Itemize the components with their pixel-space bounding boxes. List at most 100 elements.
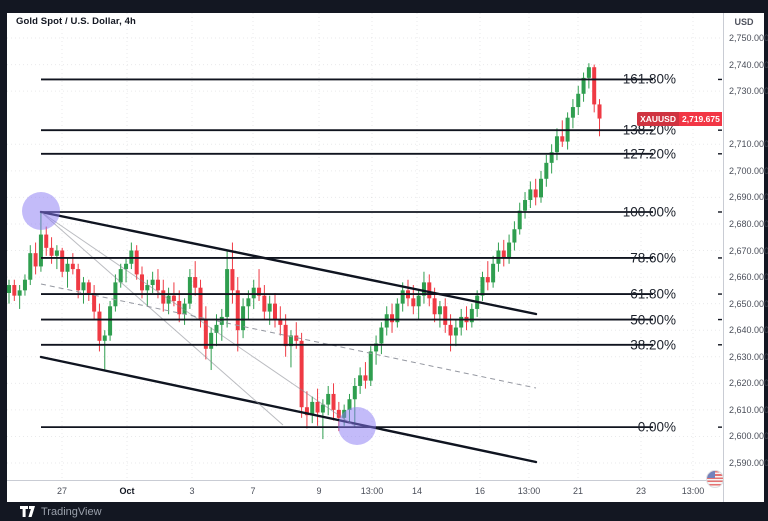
time-axis[interactable]: 27 Oct 3 7 9 13:00 14 16 13:00 21 23 13:00: [7, 480, 723, 503]
candle-body: [145, 285, 150, 291]
candle-body: [262, 295, 267, 312]
channel-midline[interactable]: [40, 283, 537, 389]
fib-level-label: 161.80%: [622, 71, 676, 87]
tradingview-logo-icon[interactable]: [20, 505, 35, 518]
time-axis-label: 3: [189, 486, 195, 496]
candle-body: [586, 67, 591, 78]
candle-body: [38, 234, 43, 267]
candle-body: [209, 332, 214, 349]
fib-level-label: 0.00%: [637, 419, 676, 435]
candle-body: [304, 407, 309, 416]
candle-body: [453, 327, 458, 336]
candle-body: [544, 162, 549, 179]
candle-body: [273, 303, 277, 320]
currency-label: USD: [734, 17, 754, 27]
candle-body: [363, 375, 368, 381]
time-axis-label: 21: [572, 486, 584, 496]
candle-body: [315, 401, 320, 413]
time-axis-label: 14: [411, 486, 423, 496]
price-axis-label: 2,670.000: [729, 245, 768, 256]
candle-body: [44, 234, 49, 248]
candle-body: [469, 308, 474, 323]
candle-body: [331, 393, 336, 410]
candle-body: [512, 229, 517, 243]
time-axis-label: 9: [316, 486, 322, 496]
price-axis-label: 2,730.000: [729, 86, 768, 97]
candle-body: [283, 324, 288, 347]
candle-body: [246, 298, 251, 307]
channel-trendline[interactable]: [39, 210, 538, 316]
price-axis[interactable]: USD 2,750.000 2,740.000 2,730.000 2,710.000…: [723, 13, 768, 502]
candle-body: [150, 279, 155, 286]
fib-level-label: 61.80%: [630, 286, 676, 302]
price-axis-label: 2,740.000: [729, 59, 768, 70]
price-axis-label: 2,640.000: [729, 325, 768, 336]
candle-body: [54, 250, 59, 256]
candle-body: [411, 298, 416, 307]
candle-body: [214, 324, 219, 333]
candle-body: [203, 319, 208, 349]
candle-body: [86, 282, 91, 293]
candle-body: [33, 253, 38, 267]
candle-body: [28, 253, 33, 280]
price-tag-symbol: XAUUSD: [637, 111, 679, 126]
candle-body: [241, 306, 246, 331]
candle-body: [501, 250, 506, 259]
candle-body: [336, 409, 341, 418]
candle-body: [528, 189, 533, 201]
candles-layer: [7, 63, 602, 440]
candle-body: [161, 290, 166, 304]
candle-body: [485, 277, 490, 283]
time-axis-label: 13:00: [360, 486, 384, 496]
fib-anchor-handle[interactable]: [22, 192, 60, 230]
trend-drawings[interactable]: [39, 210, 538, 464]
fib-level-label: 50.00%: [630, 312, 676, 328]
candle-body: [60, 250, 65, 272]
channel-trendline[interactable]: [39, 355, 538, 464]
symbol-title[interactable]: Gold Spot / U.S. Dollar, 4h: [16, 16, 136, 27]
tradingview-wordmark: TradingView: [41, 505, 102, 518]
candle-body: [352, 385, 357, 400]
candle-body: [294, 335, 299, 341]
fib-retracement[interactable]: [41, 78, 722, 429]
candle-body: [379, 327, 384, 344]
price-tag-value: 2,719.675: [679, 111, 722, 126]
candlestick-chart[interactable]: [7, 13, 723, 480]
candle-body: [427, 282, 432, 299]
candle-body: [358, 375, 363, 386]
candle-body: [400, 290, 405, 304]
candle-body: [581, 77, 586, 94]
candle-body: [480, 277, 485, 296]
candle-body: [570, 107, 575, 118]
time-axis-label: 13:00: [517, 486, 541, 496]
candle-body: [267, 303, 272, 312]
grid: [7, 13, 723, 480]
candle-body: [347, 399, 352, 410]
candle-body: [187, 277, 192, 304]
candle-body: [539, 178, 543, 198]
candle-body: [81, 282, 86, 291]
fib-level-label: 78.60%: [630, 250, 676, 266]
candle-body: [299, 340, 304, 408]
last-price-tag: XAUUSD 2,719.675: [637, 111, 722, 126]
candle-body: [554, 136, 559, 153]
candle-body: [92, 293, 97, 312]
candle-body: [230, 269, 235, 291]
candle-body: [70, 263, 75, 270]
candle-body: [597, 104, 602, 119]
price-axis-label: 2,680.000: [729, 218, 768, 229]
price-axis-label: 2,650.000: [729, 298, 768, 309]
candle-body: [134, 250, 139, 275]
price-axis-label: 2,750.000: [729, 33, 768, 43]
time-axis-label: 23: [635, 486, 647, 496]
chart-plot-area[interactable]: Gold Spot / U.S. Dollar, 4h 161.80% 138.2…: [7, 13, 723, 480]
candle-body: [108, 306, 113, 336]
candle-body: [491, 263, 496, 283]
candle-body: [533, 189, 538, 198]
candle-body: [390, 314, 395, 323]
fib-baseline-ray[interactable]: [40, 211, 284, 426]
us-flag-icon: [706, 470, 724, 488]
price-axis-label: 2,590.000: [729, 458, 768, 468]
fib-anchor-handle[interactable]: [338, 407, 376, 445]
candle-body: [171, 295, 176, 301]
